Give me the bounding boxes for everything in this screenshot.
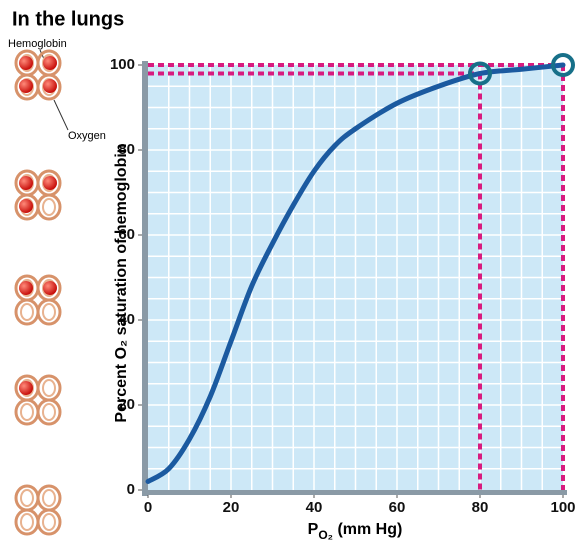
oxygen bbox=[19, 56, 33, 70]
x-label-rest: (mm Hg) bbox=[333, 521, 402, 538]
title: In the lungs bbox=[12, 8, 124, 30]
x-tick-label: 100 bbox=[550, 499, 575, 516]
plot: 0 20 40 60 80 100 0 20 40 60 80 100 bbox=[110, 53, 576, 516]
hemoglobin bbox=[14, 274, 62, 326]
hemoglobin bbox=[14, 49, 62, 101]
y-tick-label: 0 bbox=[127, 481, 135, 498]
y-tick-label: 60 bbox=[118, 226, 135, 243]
subunit bbox=[14, 398, 40, 426]
oxygen bbox=[43, 281, 57, 295]
x-tick-label: 20 bbox=[223, 499, 240, 516]
oxygen bbox=[19, 199, 33, 213]
callout-hemoglobin: Hemoglobin bbox=[8, 38, 67, 50]
subunit bbox=[14, 508, 40, 536]
curve bbox=[145, 62, 566, 484]
subunit bbox=[14, 298, 40, 326]
callout-line bbox=[53, 99, 69, 131]
highlight-circle bbox=[551, 53, 575, 77]
callout-oxygen: Oxygen bbox=[68, 130, 106, 142]
subunit bbox=[36, 398, 62, 426]
oxygen bbox=[19, 281, 33, 295]
y-axis bbox=[142, 61, 148, 496]
oxygen bbox=[19, 381, 33, 395]
subunit bbox=[36, 508, 62, 536]
subunit bbox=[36, 193, 62, 221]
x-label-main: P bbox=[308, 521, 319, 538]
hemoglobin bbox=[14, 484, 62, 536]
x-axis-label: PO₂ (mm Hg) bbox=[308, 521, 403, 542]
subunit bbox=[14, 484, 40, 512]
x-tick-label: 0 bbox=[144, 499, 152, 516]
hemoglobin-icons bbox=[14, 49, 62, 536]
highlight-circle bbox=[468, 61, 492, 86]
oxygen bbox=[43, 176, 57, 190]
oxygen bbox=[19, 79, 33, 93]
y-tick-label: 80 bbox=[118, 141, 135, 158]
oxygen bbox=[43, 79, 57, 93]
subunit bbox=[36, 298, 62, 326]
oxygen bbox=[19, 176, 33, 190]
x-label-sub: O₂ bbox=[318, 528, 333, 542]
x-tick-label: 60 bbox=[389, 499, 406, 516]
y-axis-label: Percent O₂ saturation of hemoglobin bbox=[113, 143, 130, 422]
x-tick-label: 80 bbox=[472, 499, 489, 516]
hemoglobin bbox=[14, 374, 62, 426]
subunit bbox=[36, 374, 62, 402]
y-tick-label: 20 bbox=[118, 396, 135, 413]
x-tick-label: 40 bbox=[306, 499, 323, 516]
oxygen bbox=[43, 56, 57, 70]
subunit bbox=[36, 484, 62, 512]
y-tick-label: 40 bbox=[118, 311, 135, 328]
x-axis bbox=[142, 490, 567, 495]
hemoglobin bbox=[14, 169, 62, 221]
y-tick-label: 100 bbox=[110, 56, 135, 73]
